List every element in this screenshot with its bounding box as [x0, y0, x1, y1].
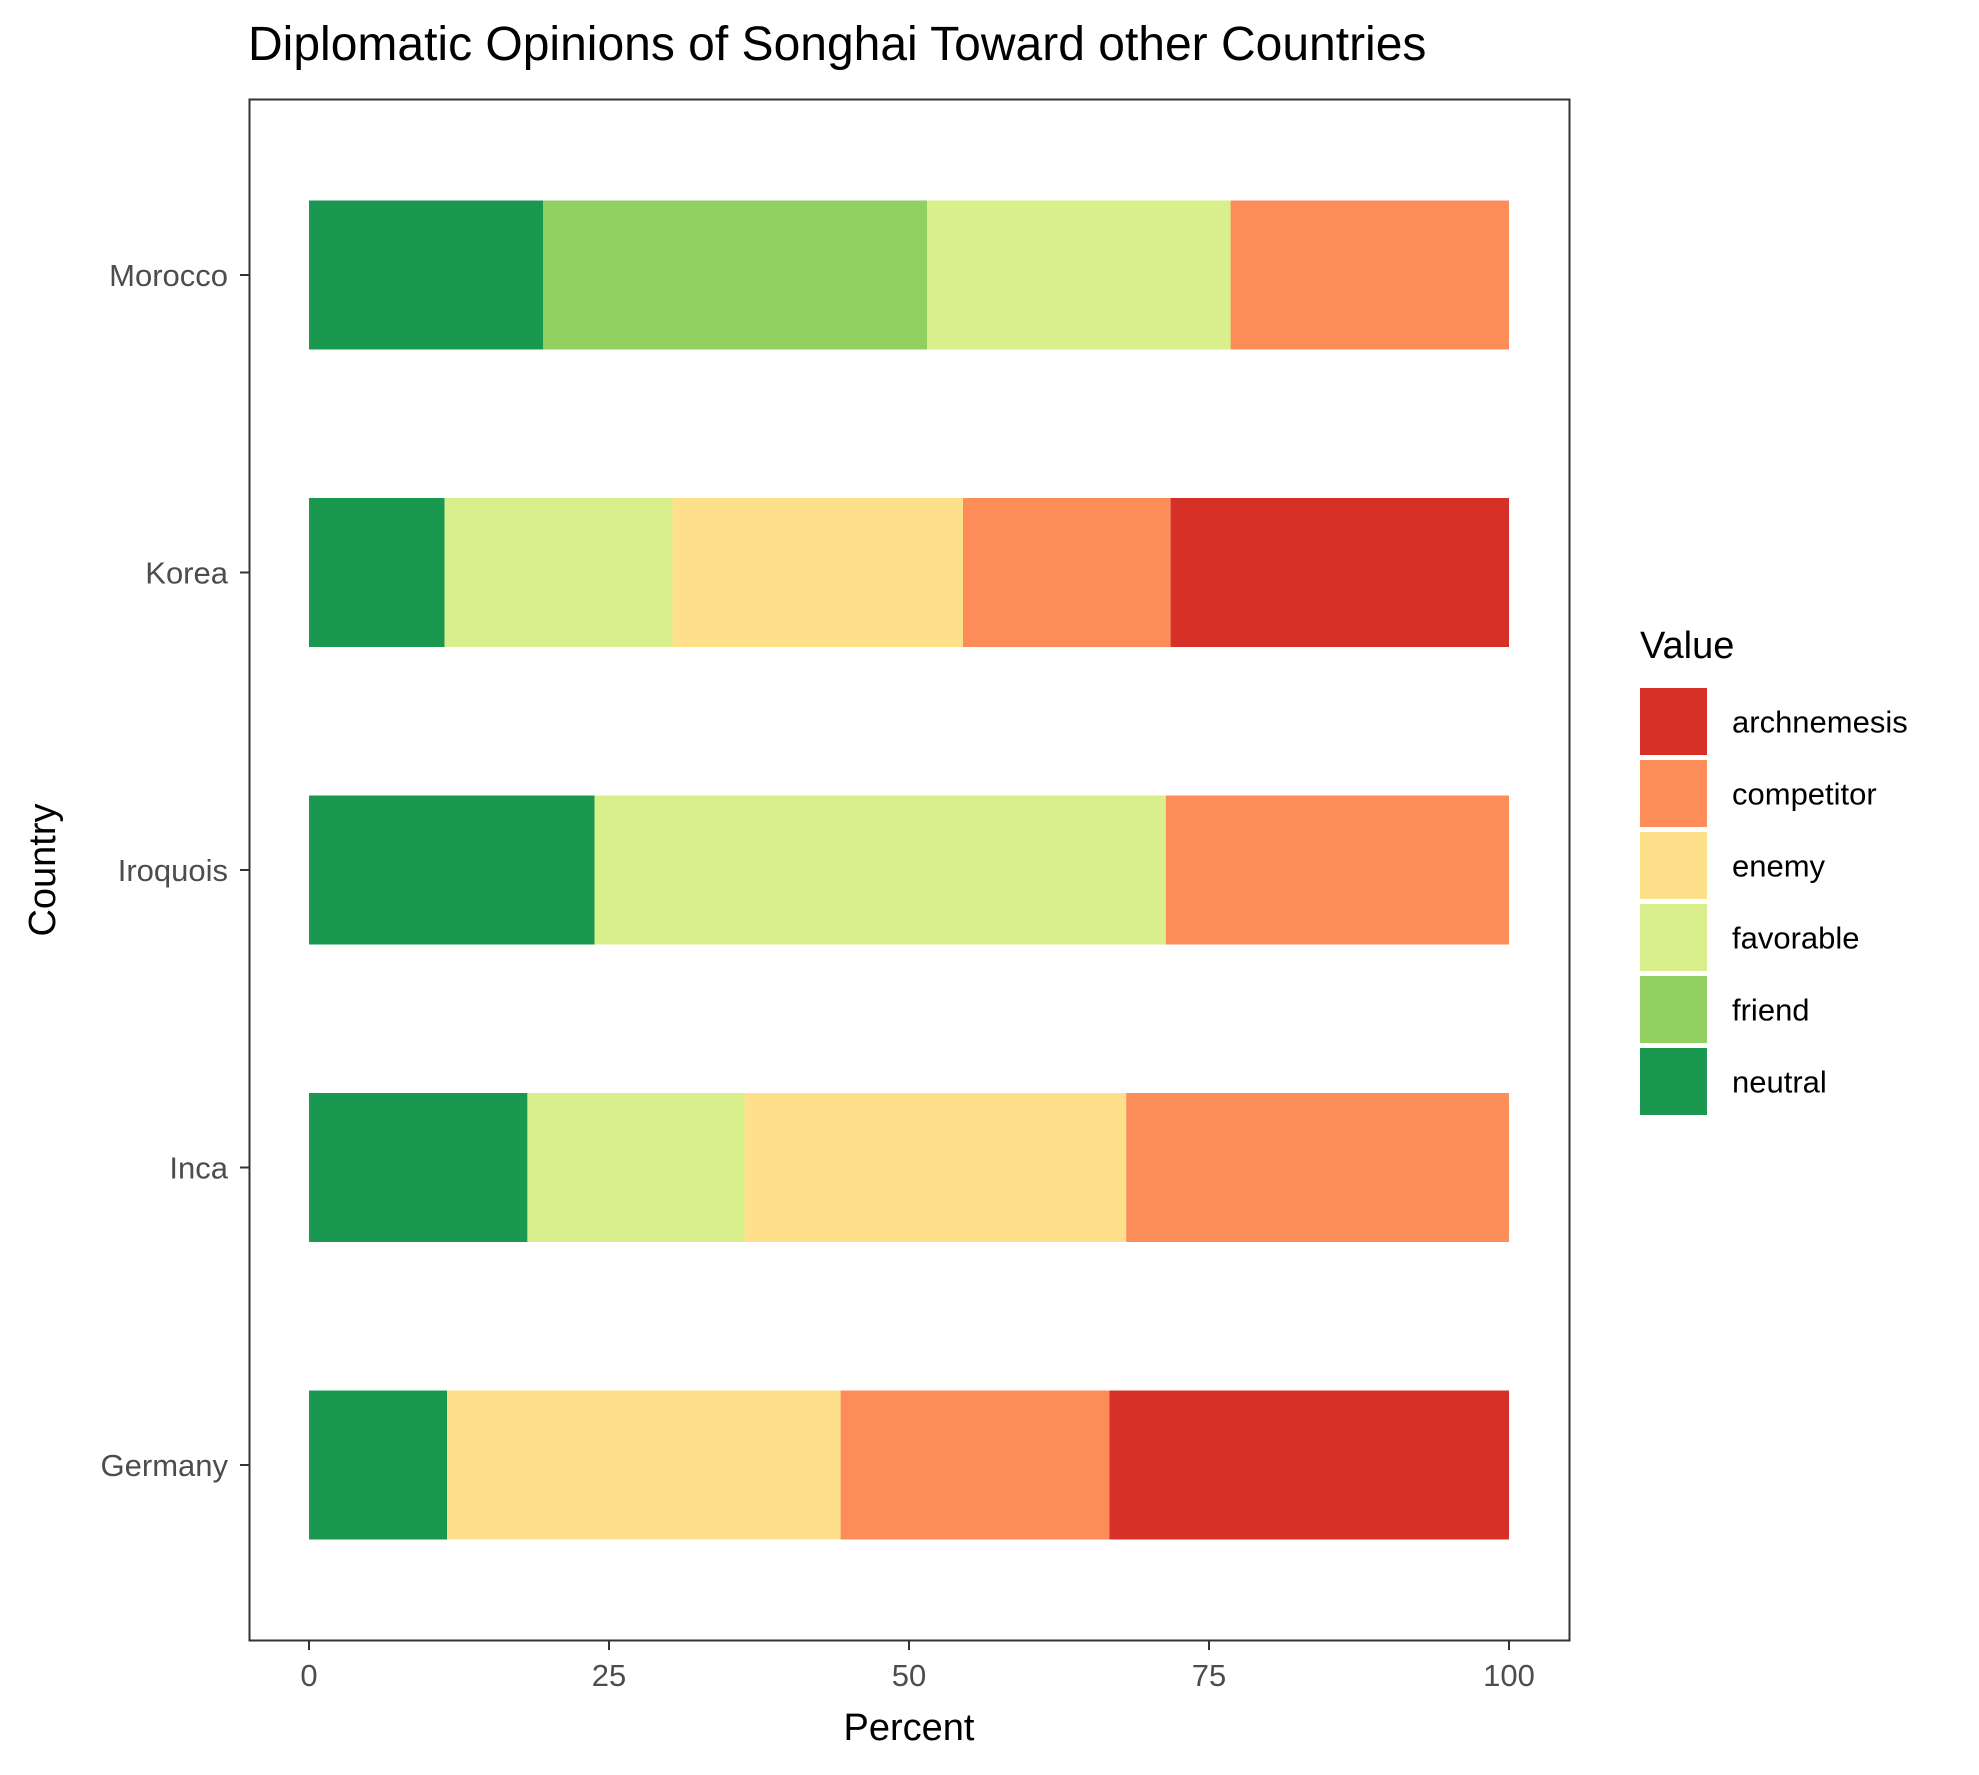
bar-inca-competitor — [1126, 1093, 1509, 1242]
legend-key-neutral — [1640, 1048, 1707, 1115]
bar-inca-favorable — [527, 1093, 745, 1242]
bar-korea-favorable — [444, 498, 673, 647]
x-tick-label: 0 — [300, 1658, 317, 1693]
bars-layer — [309, 200, 1509, 1540]
bar-germany-competitor — [840, 1390, 1110, 1540]
bar-morocco-competitor — [1230, 200, 1509, 350]
x-axis-title: Percent — [844, 1707, 975, 1749]
y-axis-title: Country — [22, 803, 64, 936]
bar-germany-archnemesis — [1109, 1390, 1509, 1540]
y-tick-label-korea: Korea — [145, 556, 228, 591]
legend-items: archnemesis competitor enemy favorable frien… — [1640, 688, 1908, 1115]
y-tick-label-morocco: Morocco — [109, 258, 228, 293]
legend: Value archnemesis competitor enemy favorabl… — [1640, 625, 1908, 1115]
bar-korea-enemy — [672, 498, 963, 647]
legend-key-favorable — [1640, 904, 1707, 971]
x-tick-label: 100 — [1483, 1658, 1535, 1693]
legend-key-competitor — [1640, 760, 1707, 827]
x-tick-label: 75 — [1192, 1658, 1226, 1693]
chart-title: Diplomatic Opinions of Songhai Toward ot… — [248, 18, 1426, 71]
y-tick-label-iroquois: Iroquois — [118, 853, 228, 888]
y-tick-label-germany: Germany — [101, 1448, 229, 1483]
x-tick-label: 25 — [592, 1658, 626, 1693]
x-tick-label: 50 — [892, 1658, 926, 1693]
legend-label-competitor: competitor — [1732, 777, 1877, 812]
bar-iroquois-competitor — [1165, 795, 1509, 945]
bar-germany-neutral — [309, 1390, 447, 1540]
bar-morocco-favorable — [927, 200, 1231, 350]
bar-iroquois-neutral — [309, 795, 595, 945]
bar-morocco-friend — [543, 200, 927, 350]
bar-germany-enemy — [447, 1390, 841, 1540]
bar-korea-archnemesis — [1170, 498, 1509, 647]
legend-key-friend — [1640, 976, 1707, 1043]
bar-inca-enemy — [744, 1093, 1127, 1242]
x-axis: 0 25 50 75 100 — [300, 1641, 1535, 1693]
legend-label-favorable: favorable — [1732, 921, 1860, 956]
legend-label-friend: friend — [1732, 993, 1810, 1028]
bar-korea-competitor — [963, 498, 1171, 647]
legend-label-enemy: enemy — [1732, 849, 1826, 884]
legend-key-archnemesis — [1640, 688, 1707, 755]
bar-korea-neutral — [309, 498, 445, 647]
bar-iroquois-favorable — [594, 795, 1166, 945]
legend-title: Value — [1640, 625, 1734, 667]
y-axis: Germany Inca Iroquois Korea Morocco — [101, 258, 249, 1483]
legend-key-enemy — [1640, 832, 1707, 899]
legend-label-archnemesis: archnemesis — [1732, 705, 1908, 740]
legend-label-neutral: neutral — [1732, 1065, 1827, 1100]
bar-inca-neutral — [309, 1093, 528, 1242]
y-tick-label-inca: Inca — [169, 1151, 228, 1186]
bar-morocco-neutral — [309, 200, 543, 350]
